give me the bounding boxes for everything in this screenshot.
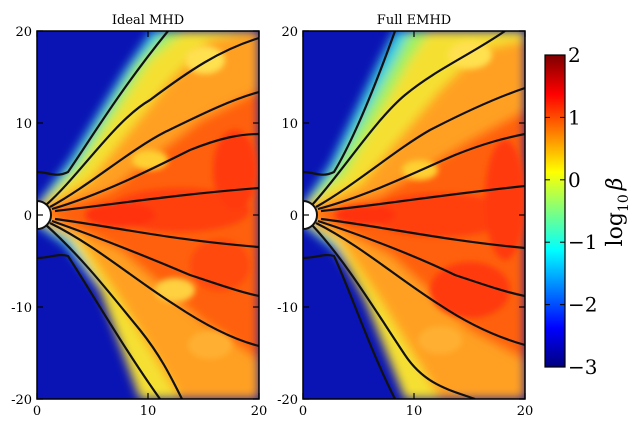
colorbar: 210−1−2−3 log10β [544,43,630,379]
panel-title-ideal-mhd: Ideal MHD [112,13,184,28]
y-tick-label-ideal-mhd: 0 [24,209,32,224]
x-tick-label-full-emhd: 0 [299,404,307,419]
colorbar-tick-label: 2 [568,43,581,67]
x-axis-ideal-mhd: 0 10 20 [33,31,267,419]
heatmap-full-emhd [303,31,525,399]
colorbar-tick-label: −1 [568,230,597,254]
colorbar-ticks: 2 1 0 −1 −2 −3 [545,43,597,379]
y-tick-label-full-emhd: -10 [277,301,298,316]
inner-boundary-full-emhd [303,199,318,231]
y-tick-label-full-emhd: 0 [290,209,298,224]
panel-title-full-emhd: Full EMHD [377,13,451,28]
colorbar-label-main: log [603,212,628,246]
colorbar-label-symbol: β [603,178,628,192]
colorbar-tick-label: 0 [568,168,581,192]
x-tick-label-ideal-mhd: 10 [140,404,157,419]
y-tick-label-full-emhd: -20 [277,393,298,408]
colorbar-tick-label: −2 [568,293,597,317]
y-axis-ideal-mhd: 20 10 0 -10 -20 [11,25,259,408]
x-axis-full-emhd: 0 10 20 [299,31,533,419]
colorbar-tick-label: −3 [568,355,597,379]
field-lines-ideal-mhd [37,31,259,399]
y-tick-label-full-emhd: 10 [281,117,298,132]
panel-full-emhd: Full EMHD 20 10 0 -10 -20 0 10 20 [277,13,533,419]
y-tick-label-ideal-mhd: -20 [11,393,32,408]
y-tick-label-ideal-mhd: 20 [15,25,32,40]
y-tick-label-ideal-mhd: -10 [11,301,32,316]
colorbar-label: log10 β [603,178,630,247]
y-tick-label-full-emhd: 20 [281,25,298,40]
colorbar-gradient [544,54,566,368]
x-tick-label-full-emhd: 20 [517,404,534,419]
x-tick-label-full-emhd: 10 [406,404,423,419]
y-axis-full-emhd: 20 10 0 -10 -20 [277,25,525,408]
x-tick-label-ideal-mhd: 0 [33,404,41,419]
panel-ideal-mhd: Ideal MHD 20 10 0 -10 -20 0 10 20 [11,13,267,419]
field-lines-full-emhd [303,31,525,399]
x-tick-label-ideal-mhd: 20 [251,404,268,419]
inner-boundary-ideal-mhd [37,199,52,231]
y-tick-label-ideal-mhd: 10 [15,117,32,132]
colorbar-tick-label: 1 [568,105,581,129]
colorbar-label-sub: 10 [616,194,630,212]
heatmap-ideal-mhd [37,31,259,399]
